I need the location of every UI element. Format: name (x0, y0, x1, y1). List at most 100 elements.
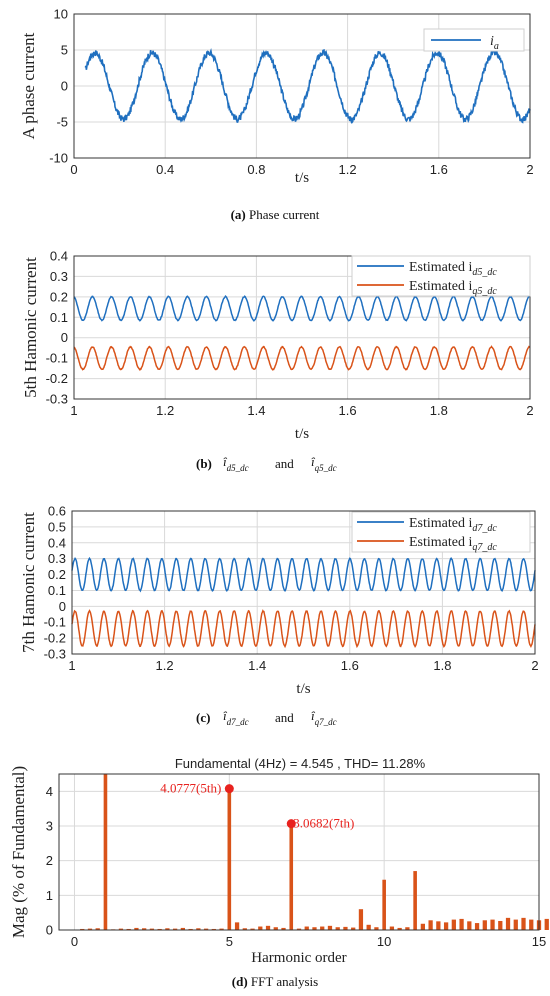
y-axis-label-c: 7th Hamonic current (19, 512, 38, 653)
x-tick-label: 1.4 (248, 658, 266, 673)
fft-bars (80, 774, 549, 931)
fft-bar (180, 927, 185, 930)
y-tick-label: 0 (46, 923, 53, 938)
caption-c-symbol-2: îq7_dc (311, 708, 337, 727)
fft-bar (482, 920, 487, 930)
y-tick-label: -0.2 (46, 371, 68, 386)
series-line-iq7 (71, 609, 536, 649)
x-axis-label-b: t/s (295, 426, 309, 442)
x-tick-label: 0 (70, 162, 77, 177)
fft-bar (428, 920, 433, 930)
fft-bar (397, 927, 402, 930)
fft-bar (335, 927, 340, 930)
fft-bar (312, 927, 317, 930)
fft-bar (451, 919, 456, 930)
fft-bar (459, 918, 464, 930)
x-tick-label: 2 (531, 658, 538, 673)
x-tick-label: 1.2 (339, 162, 357, 177)
y-tick-label: 0.2 (50, 289, 68, 304)
fft-annotations: 4.0777(5th) 3.0682(7th) (160, 781, 354, 831)
fft-bar (80, 928, 85, 930)
chart-panel-a: 0 0.4 0.8 1.2 1.6 2 -10 -5 0 5 10 t/s A phase cur… (19, 7, 534, 223)
plot-frame-a (73, 13, 531, 159)
legend-b: Estimated id5_dc Estimated iq5_dc (351, 255, 531, 297)
x-tick-labels-a: 0 0.4 0.8 1.2 1.6 2 (70, 162, 533, 177)
y-tick-label: 0 (59, 599, 66, 614)
y-tick-labels-d: 0 1 2 3 4 (46, 784, 53, 938)
fft-bar (258, 926, 263, 930)
x-tick-label: 1 (70, 403, 77, 418)
fft-bar (234, 922, 240, 930)
fft-bar (296, 928, 302, 930)
y-tick-label: -5 (56, 115, 68, 130)
fft-bar (498, 920, 503, 930)
x-tick-label: 1.6 (341, 658, 359, 673)
fft-bar (374, 927, 379, 930)
y-tick-label: 0.1 (48, 583, 66, 598)
x-tick-label: 2 (526, 162, 533, 177)
fft-bar (211, 928, 216, 930)
grid-d (59, 774, 540, 931)
fft-bar (203, 928, 209, 930)
fft-bar (389, 926, 395, 930)
fft-bar-peak (227, 788, 232, 930)
fft-bar (327, 925, 333, 930)
fft-bar (149, 928, 155, 930)
y-axis-label-a: A phase current (19, 32, 38, 139)
x-tick-label: 0.4 (156, 162, 174, 177)
y-tick-label: 4 (46, 784, 53, 799)
svg-text:(b): (b) (196, 456, 212, 471)
fft-bar (281, 927, 286, 930)
legend-label-id5: Estimated id5_dc (409, 260, 497, 278)
chart-panel-d: 4.0777(5th) 3.0682(7th) 0 5 10 15 0 1 2 3 4 Fund… (9, 756, 549, 989)
fft-bar (443, 922, 449, 930)
fft-bar (273, 927, 278, 930)
series-line-id7 (71, 556, 536, 593)
fft-bar (142, 928, 147, 930)
legend-label-iq7: Estimated iq7_dc (409, 535, 497, 553)
fft-bar (490, 919, 495, 930)
legend-label-id7: Estimated id7_dc (409, 516, 497, 534)
x-tick-label: 1.2 (156, 403, 174, 418)
fft-bar (134, 927, 139, 930)
annotation-marker (286, 819, 296, 829)
y-tick-label: 0.3 (50, 269, 68, 284)
x-axis-label-c: t/s (296, 681, 310, 697)
y-tick-label: 0.3 (48, 551, 66, 566)
x-tick-labels-c: 1 1.2 1.4 1.6 1.8 2 (68, 658, 538, 673)
fft-bar (242, 928, 247, 930)
fft-bar (250, 928, 255, 930)
x-tick-label: 1.6 (430, 162, 448, 177)
chart-panel-c: 1 1.2 1.4 1.6 1.8 2 -0.3-0.2-0.100.10.20.30.4… (19, 504, 539, 728)
annotation-marker (224, 784, 234, 794)
fft-bar (351, 927, 356, 930)
y-tick-label: 0.4 (48, 535, 66, 550)
svg-text:and: and (275, 456, 294, 471)
annotation-label: 4.0777(5th) (160, 781, 221, 796)
x-axis-label-d: Harmonic order (251, 950, 346, 966)
fft-bar (157, 928, 162, 930)
series-line-iq5 (73, 345, 531, 372)
fft-bar-peak (289, 823, 294, 930)
y-tick-labels-a: -10 -5 0 5 10 (49, 7, 68, 166)
y-tick-labels-c: -0.3-0.2-0.100.10.20.30.40.50.6 (44, 504, 66, 662)
legend-c: Estimated id7_dc Estimated iq7_dc (351, 511, 531, 553)
y-tick-label: -0.3 (46, 392, 68, 407)
y-tick-label: 3 (46, 819, 53, 834)
fft-bar (521, 917, 526, 930)
y-tick-label: 0.6 (48, 504, 66, 519)
x-tick-label: 0.8 (247, 162, 265, 177)
fft-bar (87, 928, 93, 930)
y-tick-label: 2 (46, 853, 53, 868)
caption-b: (b) îd5_dc and îq5_dc (196, 454, 337, 473)
chart-panel-b: 1 1.2 1.4 1.6 1.8 2 -0.3 -0.2 -0.1 0 0.1 0.2 0.3 0.4… (21, 249, 534, 474)
y-axis-label-b: 5th Hamonic current (21, 257, 40, 398)
fft-bar (265, 925, 271, 930)
svg-text:(c): (c) (196, 710, 210, 725)
y-tick-label: 5 (61, 43, 68, 58)
fft-bar (95, 928, 100, 930)
caption-b-symbol-1: îd5_dc (223, 454, 249, 473)
caption-c: (c) îd7_dc and îq7_dc (196, 708, 337, 727)
x-tick-label: 1 (68, 658, 75, 673)
